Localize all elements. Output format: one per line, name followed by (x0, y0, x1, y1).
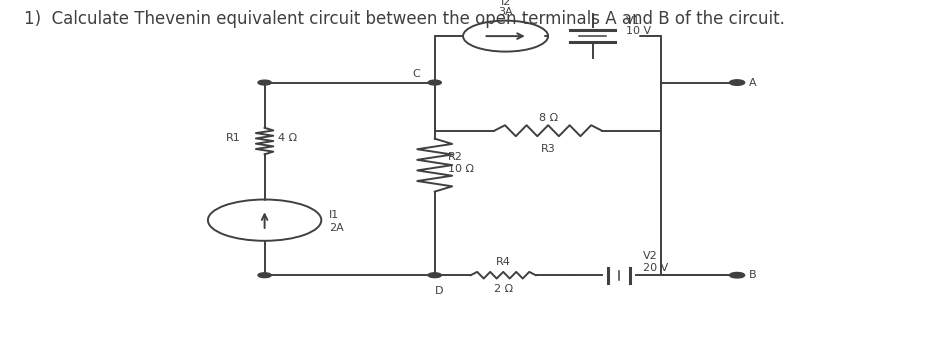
Circle shape (729, 80, 744, 85)
Text: B: B (748, 270, 755, 280)
Text: R1: R1 (226, 132, 241, 143)
Text: I2: I2 (500, 0, 510, 7)
Text: 4 Ω: 4 Ω (278, 132, 296, 143)
Circle shape (428, 80, 441, 85)
Text: I1: I1 (329, 210, 339, 220)
Text: C: C (413, 69, 420, 79)
Text: 8 Ω: 8 Ω (538, 113, 557, 123)
Text: 2 Ω: 2 Ω (493, 284, 513, 294)
Text: 10 V: 10 V (625, 26, 650, 36)
Circle shape (258, 80, 271, 85)
Text: 2A: 2A (329, 223, 344, 233)
Text: 1)  Calculate Thevenin equivalent circuit between the open terminals A and B of : 1) Calculate Thevenin equivalent circuit… (24, 10, 784, 28)
Text: A: A (748, 77, 755, 88)
Text: R2: R2 (447, 151, 463, 162)
Circle shape (428, 273, 441, 278)
Text: D: D (435, 286, 443, 295)
Circle shape (258, 273, 271, 278)
Text: V2: V2 (642, 251, 657, 261)
Text: R3: R3 (540, 144, 555, 154)
Text: R4: R4 (496, 257, 510, 267)
Text: 3A: 3A (497, 7, 513, 17)
Text: 20 V: 20 V (642, 263, 667, 273)
Text: V1: V1 (625, 15, 639, 26)
Text: 10 Ω: 10 Ω (447, 163, 474, 174)
Circle shape (729, 272, 744, 278)
